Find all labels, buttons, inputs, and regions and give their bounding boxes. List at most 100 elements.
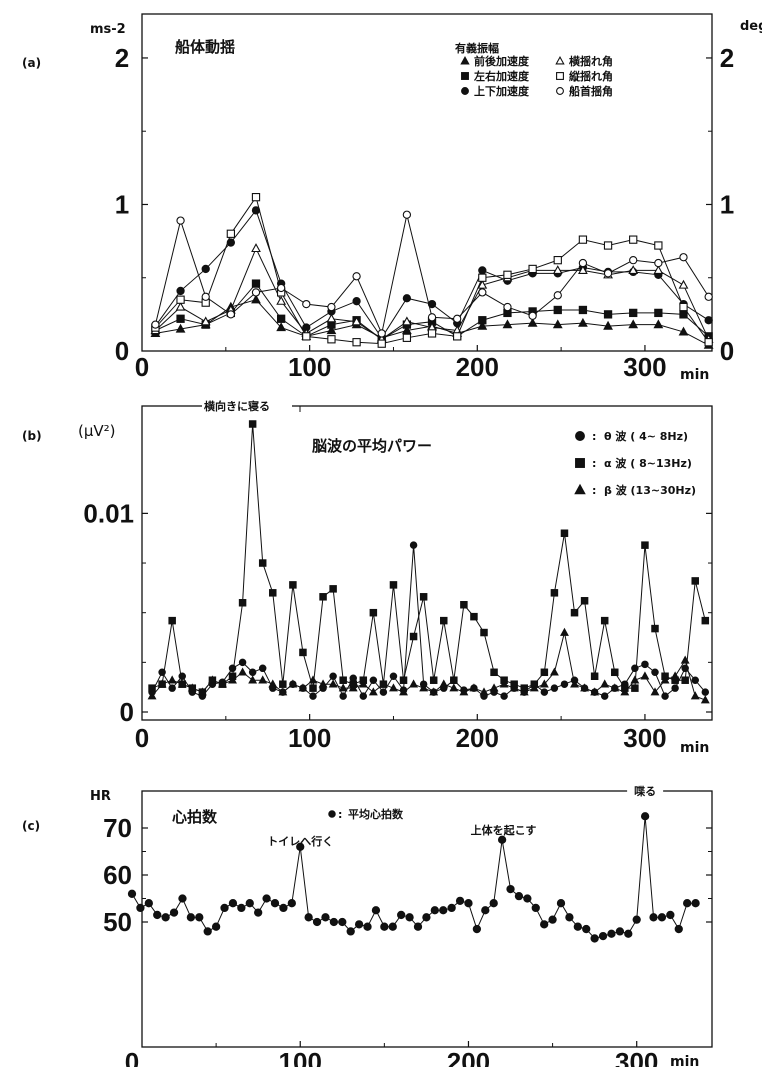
data-point	[439, 906, 448, 915]
legend-marker	[556, 87, 564, 95]
data-point	[528, 311, 537, 320]
data-point	[178, 672, 186, 680]
data-point	[329, 672, 337, 680]
data-point	[615, 927, 625, 936]
data-point	[201, 264, 210, 274]
data-point	[497, 835, 507, 844]
panel-a-label: (a)	[22, 56, 41, 70]
data-point	[405, 913, 414, 922]
panel-a: (a) ms-2 deg 船体動揺 有義振幅 min 0 100 200 300 0 1 2…	[22, 13, 762, 383]
data-point	[354, 920, 364, 929]
data-point	[262, 894, 271, 903]
data-point	[409, 541, 418, 549]
y-tick-label-right: 0	[720, 336, 734, 366]
panel-a-ylabel-right: deg	[740, 19, 762, 34]
data-point	[245, 899, 254, 908]
data-point	[402, 210, 412, 219]
data-point	[269, 684, 277, 692]
data-point	[560, 529, 569, 537]
data-point	[248, 675, 258, 684]
data-point	[453, 332, 462, 341]
data-point	[369, 608, 378, 617]
panel-a-title: 船体動揺	[175, 38, 235, 56]
data-point	[553, 291, 562, 300]
data-point	[175, 323, 186, 333]
panel-c-title: 心拍数	[172, 808, 218, 826]
data-point	[629, 235, 638, 244]
panel-b-annotation: 横向きに寝る	[192, 398, 301, 413]
data-point	[287, 899, 296, 908]
legend-marker	[555, 55, 565, 65]
x-tick-label: 200	[456, 352, 499, 382]
data-point	[440, 684, 448, 692]
data-point	[540, 668, 549, 677]
data-point	[560, 680, 569, 688]
data-point	[691, 577, 699, 585]
data-point	[603, 241, 613, 250]
annotation-bg	[202, 398, 292, 412]
legend-colon: :	[592, 457, 596, 470]
data-point	[528, 264, 537, 274]
data-point	[450, 676, 458, 684]
data-point	[388, 922, 397, 931]
data-point	[661, 692, 669, 700]
data-point	[429, 688, 438, 696]
y-tick-label-left: 2	[115, 43, 129, 73]
data-point	[359, 692, 368, 700]
data-point	[570, 676, 579, 684]
data-point	[228, 899, 238, 908]
panel-b-xlabel: min	[680, 740, 709, 756]
data-point	[328, 679, 338, 688]
data-point	[379, 688, 388, 696]
x-tick-label: 100	[288, 352, 331, 382]
data-point	[514, 892, 524, 901]
data-point	[248, 420, 257, 428]
data-point	[226, 229, 236, 238]
data-point	[478, 288, 487, 297]
data-point	[440, 616, 448, 625]
y-tick-label: 50	[103, 907, 132, 937]
panel-b-ylabel: (μV²)	[78, 422, 116, 440]
data-point	[208, 676, 217, 684]
data-point	[144, 899, 153, 908]
data-point	[237, 903, 246, 913]
data-point	[531, 903, 540, 913]
data-point	[679, 310, 688, 319]
data-point	[578, 265, 588, 275]
data-point	[304, 913, 313, 922]
data-point	[168, 616, 176, 625]
data-point	[167, 675, 177, 684]
data-point	[377, 339, 386, 348]
data-point	[270, 899, 280, 908]
data-point	[527, 317, 538, 327]
data-point	[176, 216, 185, 225]
data-point	[329, 585, 337, 593]
data-point	[700, 695, 710, 704]
data-point	[503, 270, 512, 279]
legend-label: θ 波 ( 4~ 8Hz)	[604, 429, 688, 443]
data-point	[176, 295, 185, 304]
data-point	[641, 541, 649, 549]
series-line	[131, 816, 696, 940]
data-point	[578, 305, 588, 315]
data-point	[326, 325, 337, 335]
data-point	[628, 319, 639, 329]
data-point	[654, 258, 663, 268]
panel-c-annotations: トイレへ行く 上体を起こす 喋る	[267, 783, 664, 848]
data-point	[490, 668, 498, 677]
x-tick-label: 100	[279, 1047, 322, 1067]
legend-marker	[575, 458, 585, 468]
data-point	[401, 316, 412, 326]
data-point	[704, 316, 713, 325]
data-point	[704, 292, 713, 301]
data-point	[419, 680, 428, 688]
legend-marker	[575, 431, 585, 441]
data-point	[359, 676, 368, 684]
panel-c-frame	[141, 790, 713, 1048]
data-point	[460, 600, 468, 609]
data-point	[549, 667, 559, 676]
legend-marker	[574, 483, 586, 495]
data-point	[258, 559, 267, 567]
data-point	[178, 680, 186, 688]
